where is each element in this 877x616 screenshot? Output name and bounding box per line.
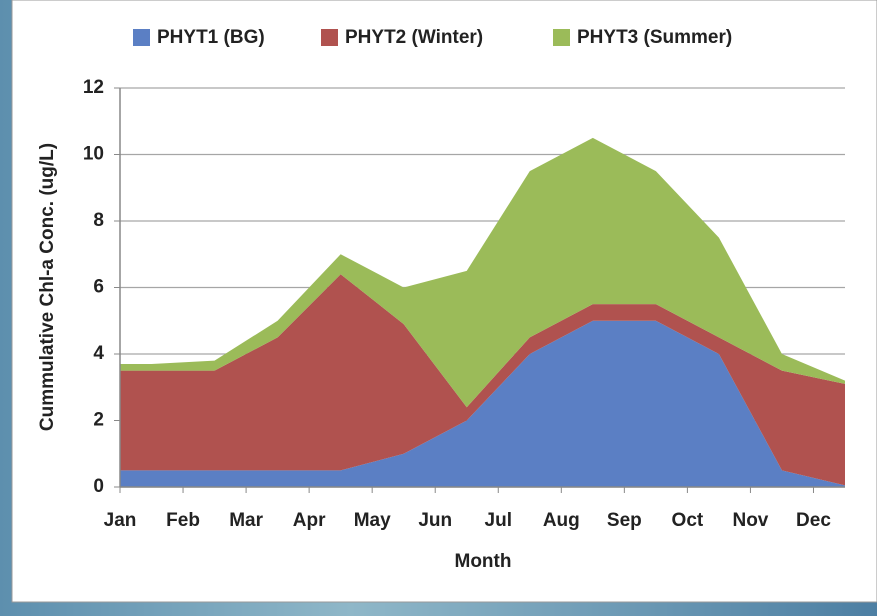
legend-label: PHYT2 (Winter) [345, 27, 483, 48]
y-tick-label: 4 [93, 343, 104, 364]
y-tick-label: 12 [83, 77, 104, 98]
x-tick-label: Sep [607, 510, 642, 531]
x-tick-label: May [354, 510, 391, 531]
legend-label: PHYT1 (BG) [157, 27, 265, 48]
legend-label: PHYT3 (Summer) [577, 27, 732, 48]
y-tick-label: 0 [93, 476, 104, 497]
x-tick-label: Apr [293, 510, 326, 531]
legend-swatch [133, 29, 150, 46]
legend-swatch [321, 29, 338, 46]
x-tick-label: Jul [485, 510, 512, 531]
y-tick-label: 10 [83, 144, 104, 165]
x-tick-label: Dec [796, 510, 831, 531]
legend-swatch [553, 29, 570, 46]
area [120, 274, 845, 486]
x-tick-label: Feb [166, 510, 200, 531]
y-tick-label: 6 [93, 277, 104, 298]
y-tick-label: 2 [93, 410, 104, 431]
x-tick-label: Aug [543, 510, 580, 531]
y-tick-label: 8 [93, 210, 104, 231]
x-tick-label: Jan [104, 510, 137, 531]
y-axis-label: Cummulative Chl-a Conc. (ug/L) [37, 143, 58, 431]
x-tick-label: Oct [672, 510, 704, 531]
x-axis-label: Month [455, 551, 512, 572]
area [120, 137, 845, 408]
x-tick-label: Nov [732, 510, 768, 531]
x-tick-label: Mar [229, 510, 263, 531]
x-tick-label: Jun [418, 510, 452, 531]
